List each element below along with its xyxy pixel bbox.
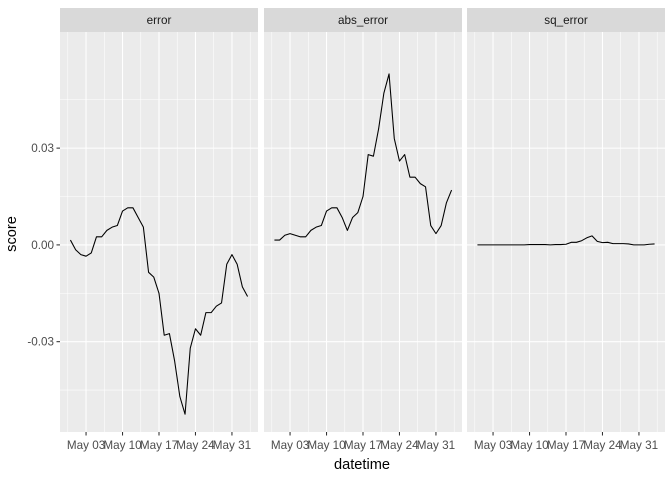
x-axis-title: datetime xyxy=(334,457,390,473)
x-tick-label: May 17 xyxy=(547,439,585,452)
y-tick-label: 0.03 xyxy=(31,142,54,155)
x-tick-label: May 03 xyxy=(67,439,105,452)
x-tick-label: May 17 xyxy=(140,439,178,452)
x-tick-label: May 10 xyxy=(307,439,346,452)
x-tick-label: May 31 xyxy=(417,439,455,452)
x-tick-label: May 31 xyxy=(620,439,658,452)
x-tick-label: May 10 xyxy=(103,439,142,452)
facet-strip xyxy=(264,8,462,32)
x-tick-label: May 31 xyxy=(213,439,251,452)
series-line-sq-error xyxy=(477,235,655,246)
series-line-error xyxy=(69,207,249,415)
x-tick-label: May 24 xyxy=(380,439,419,452)
facet-strip-label: abs_error xyxy=(338,14,388,27)
facet-strip xyxy=(467,8,665,32)
series-line-abs-error xyxy=(274,73,453,241)
x-tick-label: May 03 xyxy=(271,439,309,452)
x-tick-label: May 24 xyxy=(176,439,215,452)
y-tick-label: 0.00 xyxy=(31,239,54,252)
y-axis: -0.03 0.00 0.03 xyxy=(27,142,60,349)
x-tick-label: May 10 xyxy=(510,439,549,452)
y-tick-label: -0.03 xyxy=(27,336,54,349)
x-tick-label: May 03 xyxy=(474,439,512,452)
facet-strip xyxy=(60,8,258,32)
facet-strip-label: sq_error xyxy=(544,14,588,27)
x-tick-label: May 24 xyxy=(583,439,622,452)
y-axis-title: score xyxy=(4,216,20,252)
facet-strip-label: error xyxy=(147,14,172,27)
x-tick-label: May 17 xyxy=(344,439,382,452)
